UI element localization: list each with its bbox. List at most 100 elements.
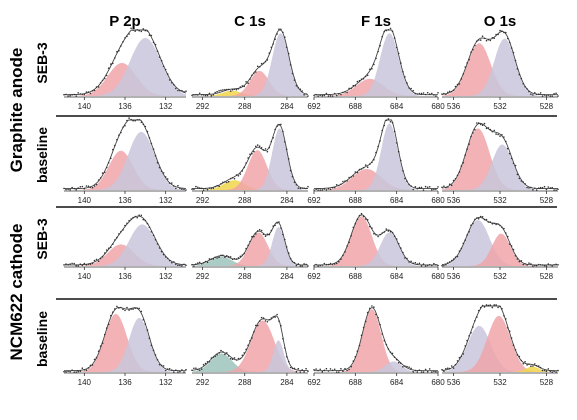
raw-data-point: [354, 84, 357, 87]
raw-data-point: [547, 94, 550, 96]
raw-data-point: [229, 90, 232, 92]
raw-data-point: [356, 350, 359, 353]
raw-data-point: [255, 71, 257, 73]
raw-data-point: [539, 92, 542, 94]
raw-data-point: [495, 304, 497, 306]
raw-data-point: [348, 241, 350, 244]
raw-data-point: [373, 233, 375, 235]
raw-data-point: [402, 366, 404, 368]
column-title: F 1s: [361, 13, 391, 30]
raw-data-point: [103, 171, 106, 173]
raw-data-point: [356, 171, 359, 174]
raw-data-point: [274, 316, 276, 318]
raw-data-point: [198, 92, 201, 95]
raw-data-point: [450, 184, 453, 187]
raw-data-point: [233, 257, 236, 260]
raw-data-point: [381, 35, 384, 38]
raw-data-point: [448, 183, 451, 185]
raw-data-point: [214, 185, 216, 188]
raw-data-point: [200, 368, 203, 370]
raw-data-point: [319, 189, 322, 191]
raw-data-point: [460, 247, 463, 250]
raw-data-point: [528, 363, 530, 366]
raw-data-point: [103, 252, 106, 254]
raw-data-point: [383, 339, 386, 342]
raw-data-point: [474, 44, 476, 47]
raw-data-point: [483, 37, 486, 40]
raw-data-point: [210, 258, 213, 260]
raw-data-point: [272, 225, 275, 227]
raw-data-point: [389, 351, 392, 354]
raw-data-point: [87, 185, 90, 187]
raw-data-point: [220, 89, 222, 92]
raw-data-point: [132, 216, 134, 219]
raw-data-point: [379, 233, 381, 236]
raw-data-point: [256, 230, 259, 232]
raw-data-point: [428, 186, 431, 188]
raw-data-point: [63, 93, 65, 96]
raw-data-point: [535, 264, 538, 267]
raw-data-point: [126, 306, 128, 309]
raw-data-point: [247, 244, 249, 247]
raw-data-point: [291, 175, 294, 178]
raw-data-point: [371, 161, 373, 164]
raw-data-point: [200, 94, 203, 96]
raw-data-point: [224, 181, 226, 183]
raw-data-point: [77, 370, 79, 373]
raw-data-point: [305, 187, 307, 190]
raw-data-point: [130, 218, 132, 220]
raw-data-point: [508, 152, 511, 155]
raw-data-point: [414, 261, 417, 264]
raw-data-point: [83, 93, 86, 96]
raw-data-point: [75, 264, 77, 267]
raw-data-point: [333, 368, 336, 371]
raw-data-point: [420, 186, 423, 189]
raw-data-point: [383, 124, 386, 127]
raw-data-point: [379, 323, 381, 326]
raw-data-point: [327, 95, 330, 97]
raw-data-point: [362, 78, 365, 80]
raw-data-point: [69, 188, 71, 191]
raw-data-point: [164, 68, 167, 71]
raw-data-point: [87, 263, 90, 266]
raw-data-point: [433, 262, 435, 265]
raw-data-point: [77, 92, 79, 94]
raw-data-point: [313, 94, 315, 97]
raw-data-point: [301, 187, 304, 189]
raw-data-point: [346, 91, 348, 94]
raw-data-point: [555, 263, 557, 266]
raw-data-point: [253, 235, 255, 238]
x-tick-label: 680: [431, 378, 445, 387]
raw-data-point: [466, 339, 468, 342]
raw-data-point: [291, 72, 294, 75]
raw-data-point: [200, 187, 203, 190]
fitted-component-pink: [442, 233, 558, 266]
raw-data-point: [89, 186, 92, 188]
x-tick-label: 140: [78, 272, 92, 281]
raw-data-point: [491, 37, 494, 39]
raw-data-point: [422, 371, 425, 373]
raw-data-point: [460, 355, 463, 358]
raw-data-point: [557, 95, 559, 97]
x-tick-label: 288: [238, 272, 252, 281]
raw-data-point: [278, 320, 280, 322]
x-tick-label: 528: [540, 102, 554, 111]
raw-data-point: [226, 181, 228, 184]
raw-data-point: [95, 258, 98, 261]
raw-data-point: [530, 186, 532, 189]
raw-data-point: [493, 129, 496, 132]
raw-data-point: [160, 170, 163, 172]
raw-data-point: [530, 93, 532, 95]
x-tick-label: 140: [78, 196, 92, 205]
raw-data-point: [452, 258, 455, 260]
x-tick-label: 532: [493, 196, 507, 205]
raw-data-point: [479, 215, 482, 218]
raw-data-point: [270, 140, 273, 143]
raw-data-point: [122, 41, 124, 43]
raw-data-point: [255, 324, 257, 327]
raw-data-point: [532, 265, 534, 267]
raw-data-point: [282, 130, 284, 133]
raw-data-point: [441, 368, 443, 371]
fitted-component-lavender: [314, 361, 438, 372]
raw-data-point: [503, 227, 505, 230]
